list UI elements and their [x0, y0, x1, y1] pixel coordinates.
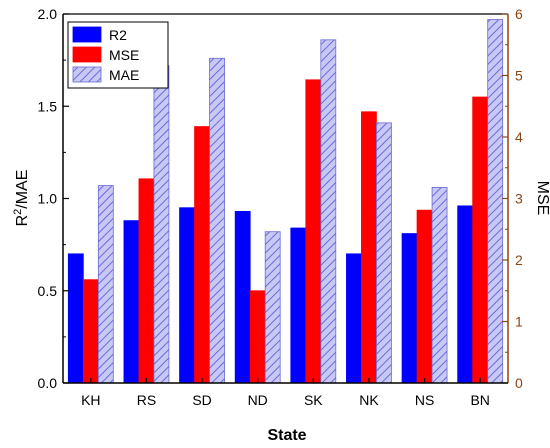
legend-swatch-r2: [72, 26, 102, 43]
right-tick-label: 4: [515, 129, 523, 145]
x-tick-label: SD: [192, 392, 211, 408]
x-tick-label: RS: [137, 392, 156, 408]
right-axis-title: MSE: [534, 181, 550, 216]
bar-mae-kh: [97, 185, 114, 384]
x-axis-title: State: [267, 427, 306, 444]
right-tick-label: 2: [515, 252, 523, 268]
bar-mse-rs: [138, 178, 155, 384]
bar-mse-ns: [416, 209, 433, 384]
right-tick-label: 5: [515, 68, 523, 84]
bar-mse-sd: [194, 126, 210, 384]
bar-mae-bn: [487, 19, 504, 384]
x-axis: KH RS SD ND SK NK NS BN: [63, 378, 508, 408]
right-tick-label: 3: [515, 191, 523, 207]
bar-mse-kh: [82, 279, 99, 384]
legend-label-r2: R2: [109, 27, 127, 43]
bar-r2-nd: [234, 211, 251, 384]
bar-mae-nk: [376, 122, 392, 384]
x-tick-label: BN: [470, 392, 489, 408]
legend-swatch-mse: [72, 46, 102, 63]
left-tick-label: 1.0: [38, 191, 58, 207]
x-tick-label: NK: [359, 392, 379, 408]
bar-r2-nk: [346, 253, 362, 384]
bar-mse-nk: [361, 111, 377, 384]
bar-mae-rs: [153, 65, 170, 384]
bar-mae-sk: [320, 39, 337, 384]
right-tick-label: 6: [515, 6, 523, 22]
right-tick-label: 0: [515, 375, 523, 391]
bar-mae-nd: [264, 231, 281, 384]
bar-r2-ns: [401, 233, 418, 384]
legend: R2 MSE MAE: [67, 21, 169, 89]
legend-label-mse: MSE: [109, 47, 139, 63]
left-axis-title: R2/MAE: [12, 170, 31, 227]
x-tick-label: ND: [248, 392, 268, 408]
bars-group: [67, 19, 504, 384]
bar-r2-rs: [123, 220, 140, 384]
left-tick-label: 1.5: [38, 98, 58, 114]
legend-label-mae: MAE: [109, 67, 139, 83]
bar-mse-bn: [472, 96, 489, 384]
x-tick-label: NS: [415, 392, 434, 408]
bar-mae-ns: [431, 187, 448, 384]
right-tick-label: 1: [515, 314, 523, 330]
bar-mse-sk: [305, 79, 322, 384]
bar-r2-sd: [179, 207, 195, 384]
bar-r2-bn: [457, 205, 474, 384]
bar-r2-kh: [67, 253, 84, 384]
right-axis: 0 1 2 3 4 5 6: [502, 6, 523, 391]
bar-r2-sk: [290, 227, 307, 384]
bar-mse-nd: [249, 290, 266, 384]
left-axis: 0.0 0.5 1.0 1.5 2.0: [38, 6, 69, 391]
legend-swatch-mae: [72, 66, 102, 83]
left-tick-label: 0.5: [38, 283, 58, 299]
bar-mae-sd: [209, 57, 225, 384]
left-tick-label: 0.0: [38, 375, 58, 391]
x-tick-label: SK: [304, 392, 323, 408]
left-tick-label: 2.0: [38, 6, 58, 22]
x-tick-label: KH: [81, 392, 100, 408]
